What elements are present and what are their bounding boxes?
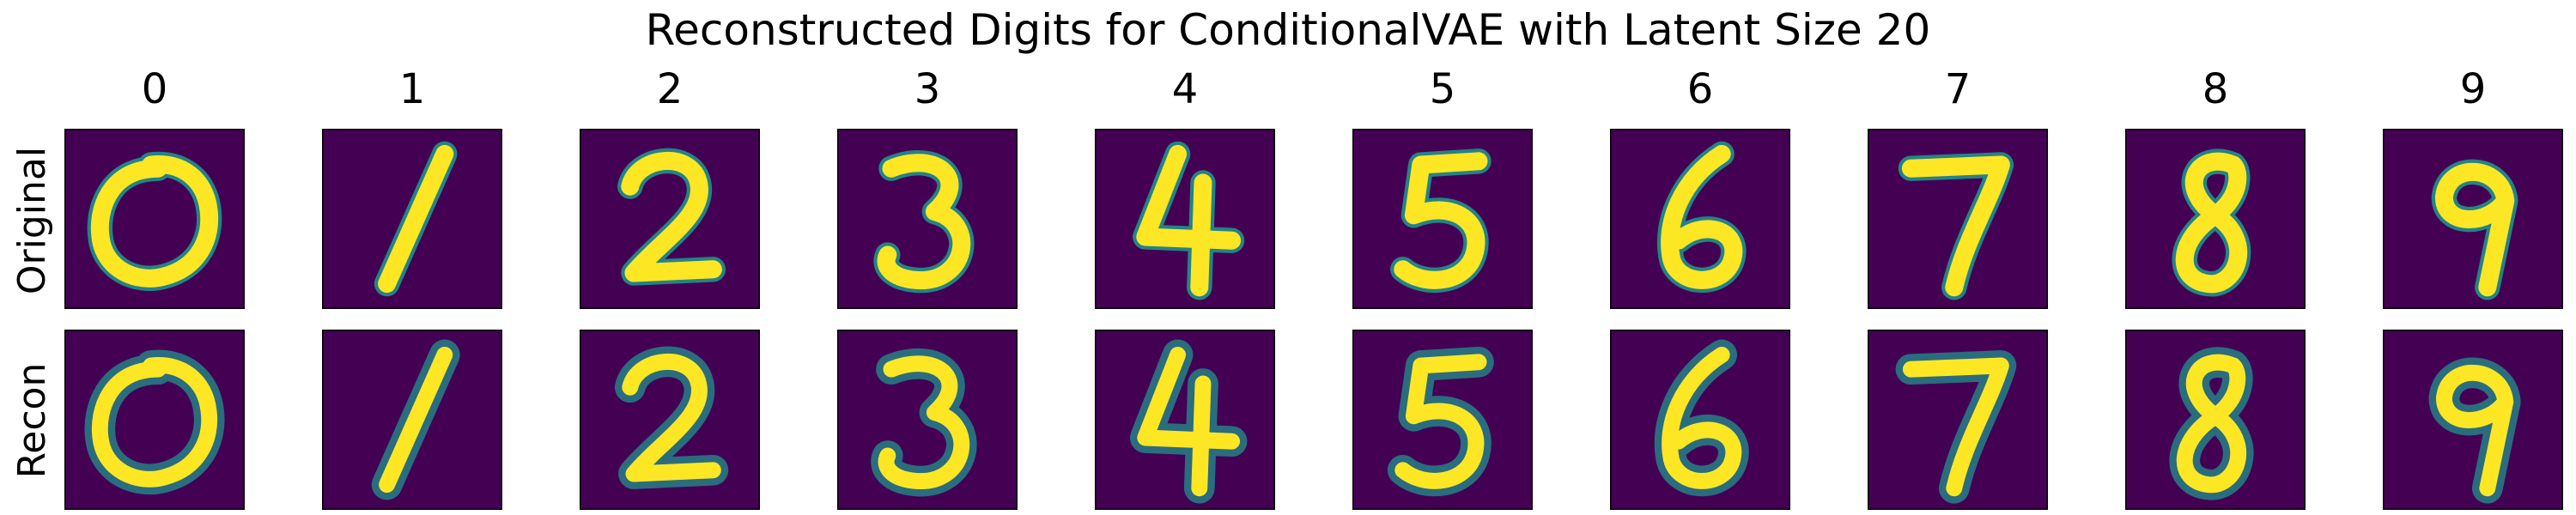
digit-image-recon-0	[64, 330, 245, 510]
digit-image-recon-9	[2383, 330, 2563, 510]
digit-stroke-core	[2175, 152, 2248, 294]
row-label-original: Original	[10, 146, 54, 295]
digit-stroke-core	[2434, 162, 2515, 297]
digit-stroke-core	[1662, 346, 1742, 489]
digit-image-recon-3	[837, 330, 1018, 510]
digit-stroke-core	[1661, 144, 1743, 289]
column-label-0: 0	[141, 65, 168, 113]
digit-stroke-core	[878, 355, 970, 489]
digit-image-original-8	[2125, 129, 2306, 309]
digit-stroke-core	[877, 154, 971, 289]
row-label-recon: Recon	[10, 362, 54, 479]
digit-image-original-9	[2383, 129, 2563, 309]
digit-image-recon-4	[1095, 330, 1275, 510]
digit-stroke-core	[378, 144, 454, 294]
digit-stroke-core	[1136, 144, 1242, 297]
digit-image-original-2	[580, 129, 760, 309]
digit-stroke-core	[2176, 354, 2247, 494]
column-label-6: 6	[1686, 65, 1714, 113]
figure-title: Reconstructed Digits for ConditionalVAE …	[645, 5, 1931, 55]
column-label-3: 3	[914, 65, 941, 113]
digit-stroke-core	[379, 346, 453, 494]
column-label-8: 8	[2202, 65, 2229, 113]
digit-image-recon-7	[1868, 330, 2048, 510]
digit-stroke-core	[1394, 354, 1487, 489]
digit-image-original-7	[1868, 129, 2048, 309]
digit-image-original-1	[322, 129, 502, 309]
digit-stroke-core	[1902, 357, 2009, 497]
digit-image-original-4	[1095, 129, 1275, 309]
digit-image-recon-8	[2125, 330, 2306, 510]
digit-stroke-core	[1901, 155, 2010, 297]
digit-image-original-0	[64, 129, 245, 309]
digit-stroke-core	[622, 354, 721, 482]
column-label-2: 2	[656, 65, 683, 113]
column-label-1: 1	[398, 65, 426, 113]
digit-stroke-core	[621, 152, 722, 282]
digit-image-recon-2	[580, 330, 760, 510]
digit-image-recon-5	[1352, 330, 1533, 510]
digit-image-original-6	[1610, 129, 1790, 309]
column-label-5: 5	[1429, 65, 1456, 113]
digit-stroke-core	[1394, 152, 1488, 289]
digit-image-recon-1	[322, 330, 502, 510]
column-label-7: 7	[1944, 65, 1971, 113]
digit-stroke-core	[2435, 364, 2514, 497]
digit-stroke-core	[91, 357, 218, 488]
digit-image-recon-6	[1610, 330, 1790, 510]
digit-image-original-5	[1352, 129, 1533, 309]
digit-stroke-core	[1137, 346, 1241, 497]
digit-stroke-core	[90, 154, 219, 288]
column-label-9: 9	[2459, 65, 2487, 113]
digit-image-original-3	[837, 129, 1018, 309]
column-label-4: 4	[1171, 65, 1199, 113]
